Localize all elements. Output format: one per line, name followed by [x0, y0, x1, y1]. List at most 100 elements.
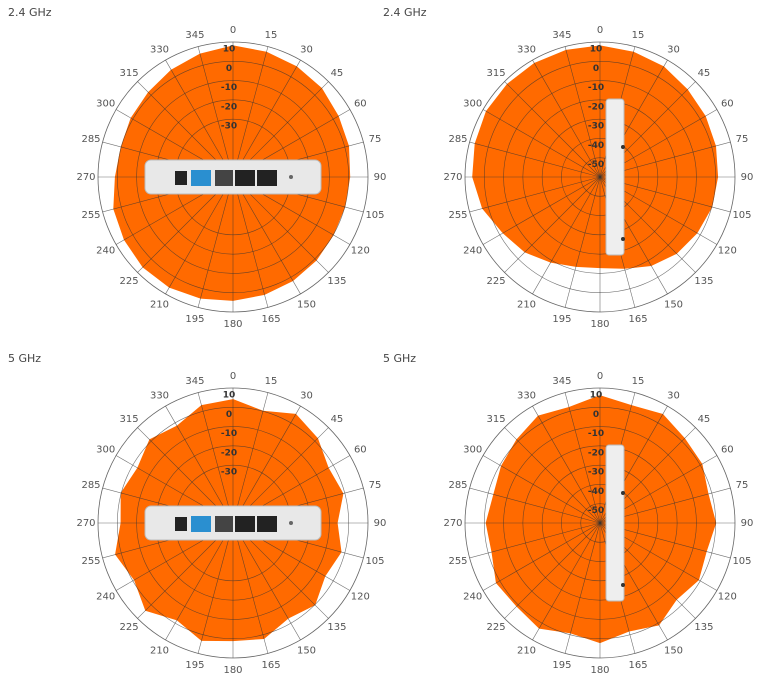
angle-label: 225 [487, 622, 506, 633]
grid-spoke [469, 487, 601, 524]
angle-label: 60 [354, 445, 367, 456]
grid-spoke [165, 522, 234, 641]
angle-label: 195 [552, 660, 571, 671]
angle-label: 285 [448, 134, 467, 145]
angle-label: 255 [81, 210, 100, 221]
radial-label: 10 [590, 45, 603, 55]
angle-label: 315 [487, 414, 506, 425]
radial-label: -30 [588, 468, 604, 478]
angle-label: 15 [265, 376, 278, 387]
grid-spoke [232, 176, 301, 295]
radial-label: 0 [593, 410, 599, 420]
angle-label: 45 [331, 68, 344, 79]
grid-spoke [165, 405, 234, 524]
chart-title: 2.4 GHz [383, 6, 427, 19]
radial-label: -10 [588, 429, 604, 439]
angle-label: 255 [81, 556, 100, 567]
angle-label: 315 [487, 68, 506, 79]
angle-label: 225 [120, 622, 139, 633]
grid-spoke [197, 522, 234, 654]
angle-label: 330 [517, 45, 536, 56]
angle-label: 180 [590, 319, 609, 330]
angle-label: 120 [718, 246, 737, 257]
angle-label: 165 [261, 660, 280, 671]
angle-label: 195 [185, 314, 204, 325]
polar-chart: 2.4 GHz 0 15 30 45 60 75 90 105 120 135 150 165 180 19… [383, 6, 753, 330]
angle-label: 135 [694, 622, 713, 633]
angle-label: 15 [632, 376, 645, 387]
angle-label: 330 [150, 45, 169, 56]
angle-label: 255 [448, 210, 467, 221]
angle-label: 345 [552, 376, 571, 387]
device-led [621, 237, 625, 241]
radial-label: -50 [588, 160, 604, 170]
device-port [191, 170, 211, 186]
radial-label: 0 [226, 64, 232, 74]
radial-label: -20 [588, 102, 604, 112]
angle-label: 105 [732, 556, 751, 567]
grid-spoke [532, 59, 601, 178]
angle-label: 120 [718, 592, 737, 603]
angle-label: 15 [632, 30, 645, 41]
radial-label: 0 [226, 410, 232, 420]
angle-label: 300 [463, 445, 482, 456]
radial-label: 10 [223, 391, 236, 401]
angle-label: 315 [120, 68, 139, 79]
device-led [621, 583, 625, 587]
grid-spoke [482, 109, 601, 178]
angle-label: 330 [150, 391, 169, 402]
grid-spoke [482, 455, 601, 524]
angle-label: 120 [351, 246, 370, 257]
angle-label: 30 [300, 391, 313, 402]
angle-label: 180 [590, 665, 609, 676]
grid-spoke [564, 46, 601, 178]
grid-spoke [232, 392, 269, 524]
angle-label: 165 [628, 314, 647, 325]
angle-label: 210 [150, 299, 169, 310]
angle-label: 90 [374, 518, 387, 529]
radial-label: -40 [588, 141, 604, 151]
chart-title: 2.4 GHz [8, 6, 52, 19]
angle-label: 315 [120, 414, 139, 425]
angle-label: 180 [223, 665, 242, 676]
angle-label: 240 [463, 592, 482, 603]
grid-spoke [564, 522, 601, 654]
grid-spoke [532, 522, 601, 641]
radial-label: -20 [221, 448, 237, 458]
polar-chart: 2.4 GHz 0 15 30 45 60 75 90 105 120 135 150 165 180 19… [8, 6, 386, 330]
angle-label: 255 [448, 556, 467, 567]
angle-label: 75 [736, 134, 749, 145]
angle-label: 180 [223, 319, 242, 330]
device-led [621, 145, 625, 149]
angle-label: 105 [732, 210, 751, 221]
device-port [175, 171, 187, 185]
radial-label: -30 [588, 122, 604, 132]
angle-label: 90 [741, 172, 754, 183]
angle-label: 345 [185, 376, 204, 387]
angle-label: 75 [369, 480, 382, 491]
angle-label: 240 [96, 246, 115, 257]
angle-label: 60 [354, 99, 367, 110]
angle-label: 195 [185, 660, 204, 671]
angle-label: 135 [327, 276, 346, 287]
angle-label: 0 [597, 25, 603, 36]
grid-spoke [165, 176, 234, 295]
device-port [235, 170, 255, 186]
grid-spoke [232, 59, 301, 178]
grid-spoke [197, 176, 234, 308]
angle-label: 345 [552, 30, 571, 41]
angle-label: 195 [552, 314, 571, 325]
angle-label: 90 [741, 518, 754, 529]
angle-label: 150 [664, 645, 683, 656]
angle-label: 135 [327, 622, 346, 633]
angle-label: 270 [443, 518, 462, 529]
grid-spoke [165, 59, 234, 178]
angle-label: 285 [448, 480, 467, 491]
grid-spoke [232, 522, 269, 654]
grid-spoke [197, 46, 234, 178]
angle-label: 270 [76, 172, 95, 183]
angle-label: 0 [597, 371, 603, 382]
angle-label: 225 [487, 276, 506, 287]
angle-label: 270 [443, 172, 462, 183]
